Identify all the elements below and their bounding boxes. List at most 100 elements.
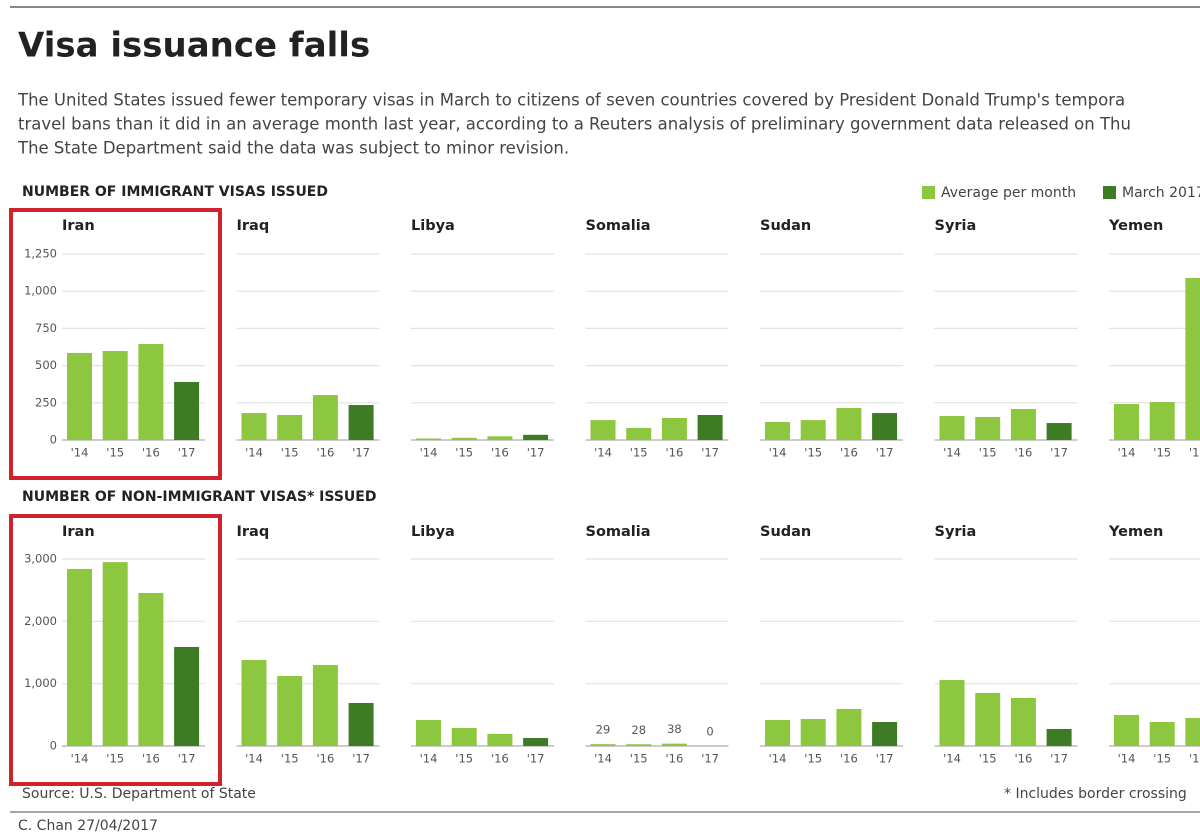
y-tick-label: 1,250 <box>24 247 57 261</box>
x-tick-label: '15 <box>630 752 648 766</box>
x-tick-label: '14 <box>594 446 612 460</box>
bar <box>416 720 441 746</box>
section-title: NUMBER OF IMMIGRANT VISAS ISSUED <box>22 184 328 200</box>
y-tick-label: 500 <box>35 358 57 372</box>
highlight-box <box>9 514 222 786</box>
panel-title: Libya <box>411 524 455 540</box>
bar <box>241 659 267 746</box>
bar <box>1185 717 1200 746</box>
x-tick-label: '15 <box>979 752 997 766</box>
x-tick-label: '14 <box>1118 446 1136 460</box>
panel-title: Somalia <box>586 524 651 540</box>
x-tick-label: '14 <box>71 752 89 766</box>
bar <box>661 743 687 746</box>
bar <box>348 702 374 746</box>
x-tick-label: '17 <box>352 752 370 766</box>
bar <box>312 395 338 440</box>
x-tick-label: '14 <box>943 446 961 460</box>
x-tick-label: '17 <box>1050 752 1068 766</box>
bar <box>939 416 965 440</box>
x-tick-label: '15 <box>455 446 473 460</box>
bar <box>67 352 92 440</box>
source: Source: U.S. Department of State <box>22 786 256 802</box>
panel-title: Syria <box>935 524 977 540</box>
panel-title: Sudan <box>760 524 811 540</box>
panel-title: Yemen <box>1108 524 1163 540</box>
x-tick-label: '17 <box>1050 446 1068 460</box>
x-tick-label: '17 <box>527 446 545 460</box>
x-tick-label: '14 <box>420 752 438 766</box>
x-tick-label: '14 <box>943 752 961 766</box>
bar <box>626 427 652 440</box>
x-tick-label: '14 <box>420 446 438 460</box>
bar <box>523 738 549 746</box>
section-title: NUMBER OF NON-IMMIGRANT VISAS* ISSUED <box>22 489 376 505</box>
y-tick-label: 2,000 <box>24 614 57 628</box>
x-tick-label: '16 <box>666 446 684 460</box>
bar <box>487 733 513 746</box>
x-tick-label: '16 <box>840 446 858 460</box>
legend-swatch <box>922 186 935 199</box>
x-tick-label: '17 <box>701 446 719 460</box>
bar <box>102 562 128 746</box>
bar <box>416 438 441 440</box>
bar <box>800 719 826 746</box>
bar <box>800 420 826 440</box>
bar <box>765 720 790 746</box>
x-tick-label: '17 <box>352 446 370 460</box>
x-tick-label: '16 <box>317 752 335 766</box>
x-tick-label: '15 <box>281 752 299 766</box>
x-tick-label: '16 <box>1015 752 1033 766</box>
legend-swatch <box>1103 186 1116 199</box>
x-tick-label: '15 <box>281 446 299 460</box>
x-tick-label: '17 <box>178 752 196 766</box>
x-tick-label: '15 <box>630 446 648 460</box>
panel-title: Yemen <box>1108 218 1163 234</box>
bar <box>765 421 790 440</box>
x-tick-label: '16 <box>142 446 160 460</box>
y-tick-label: 750 <box>35 321 57 335</box>
bar <box>1010 409 1036 440</box>
x-tick-label: '14 <box>769 752 787 766</box>
x-tick-label: '15 <box>106 752 124 766</box>
bar <box>487 436 513 440</box>
bar <box>939 679 965 746</box>
bar <box>1114 714 1139 746</box>
y-tick-label: 1,000 <box>24 284 57 298</box>
panel-title: Iraq <box>237 218 270 234</box>
x-tick-label: '17 <box>701 752 719 766</box>
x-tick-label: '14 <box>245 446 263 460</box>
bar <box>67 568 92 746</box>
bar <box>1046 423 1072 440</box>
bar <box>348 405 374 440</box>
x-tick-label: '14 <box>71 446 89 460</box>
panel-title: Somalia <box>586 218 651 234</box>
bar <box>590 744 616 746</box>
x-tick-label: '14 <box>594 752 612 766</box>
bar <box>872 722 898 746</box>
bar <box>836 408 862 440</box>
y-tick-label: 0 <box>50 739 57 753</box>
x-tick-label: '15 <box>106 446 124 460</box>
bar <box>975 692 1001 746</box>
panel-title: Syria <box>935 218 977 234</box>
bar <box>1149 402 1175 440</box>
bar <box>626 744 652 746</box>
bar <box>1046 728 1072 746</box>
x-tick-label: '14 <box>245 752 263 766</box>
bar <box>451 437 477 440</box>
credit: C. Chan 27/04/2017 <box>18 818 158 834</box>
x-tick-label: '17 <box>527 752 545 766</box>
x-tick-label: '15 <box>804 446 822 460</box>
bar <box>312 664 338 746</box>
panel-title: Iran <box>62 218 95 234</box>
x-tick-label: '16 <box>317 446 335 460</box>
subtitle-line: travel bans than it did in an average mo… <box>18 115 1131 134</box>
x-tick-label: '16 <box>840 752 858 766</box>
x-tick-label: '17 <box>876 752 894 766</box>
bar <box>1114 403 1139 440</box>
x-tick-label: '16 <box>666 752 684 766</box>
y-tick-label: 250 <box>35 395 57 409</box>
panel-title: Libya <box>411 218 455 234</box>
x-tick-label: '17 <box>178 446 196 460</box>
